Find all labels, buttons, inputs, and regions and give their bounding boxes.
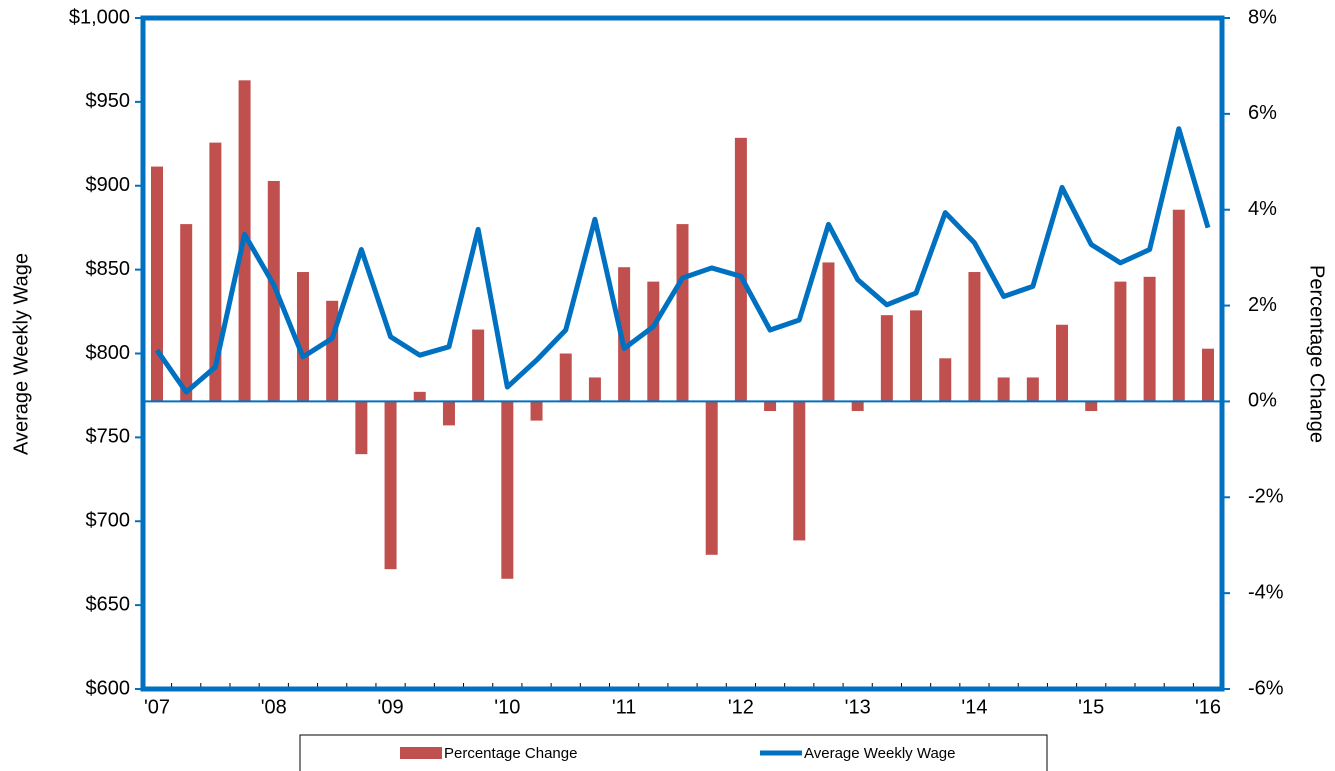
bar: [822, 262, 835, 402]
line: [154, 126, 1211, 395]
x-tick-label: '12: [728, 696, 754, 718]
bar: [1085, 401, 1098, 412]
bar: [296, 272, 309, 402]
bar: [1202, 348, 1214, 402]
bar: [734, 137, 747, 402]
bar: [472, 329, 485, 402]
bar: [705, 401, 718, 555]
y-axis-title: Average Weekly Wage: [10, 253, 32, 455]
bar: [676, 224, 689, 402]
y2-axis-title: Percentage Change: [1306, 265, 1328, 443]
x-tick-label: '09: [378, 696, 404, 718]
x-tick-label: '07: [144, 696, 170, 718]
bar: [997, 377, 1010, 402]
y2-tick-label: -6%: [1248, 677, 1284, 699]
x-tick-label: '14: [961, 696, 987, 718]
bar: [910, 310, 923, 402]
y2-tick-label: 4%: [1248, 198, 1277, 220]
bar: [326, 300, 339, 402]
bar: [939, 358, 952, 402]
bar: [501, 401, 514, 579]
y-tick-label: $750: [86, 426, 131, 448]
bar: [618, 267, 631, 402]
bar: [442, 401, 455, 426]
y2-tick-label: -4%: [1248, 581, 1284, 603]
y-tick-label: $600: [86, 677, 131, 699]
y2-tick-label: 0%: [1248, 390, 1277, 412]
bar: [968, 272, 981, 402]
bar: [1026, 377, 1039, 402]
y2-tick-label: 6%: [1248, 102, 1277, 124]
y-tick-label: $800: [86, 342, 131, 364]
y-tick-label: $700: [86, 510, 131, 532]
bar: [530, 401, 543, 421]
bar: [764, 401, 777, 412]
x-tick-label: '16: [1195, 696, 1221, 718]
bar: [1172, 209, 1185, 402]
y-tick-label: $850: [86, 258, 131, 280]
y-tick-label: $1,000: [69, 6, 130, 28]
bar: [851, 401, 864, 412]
bar: [793, 401, 806, 541]
bar: [559, 353, 572, 402]
bar: [151, 166, 163, 402]
bar: [209, 142, 222, 402]
bar: [384, 401, 397, 570]
x-tick-label: '13: [845, 696, 871, 718]
legend-swatch: [400, 747, 442, 759]
bar: [880, 315, 893, 402]
bar: [588, 377, 601, 402]
x-tick-label: '11: [612, 696, 637, 718]
legend-label: Percentage Change: [444, 745, 577, 762]
plot-frame: [140, 15, 1225, 692]
y-tick-label: $650: [86, 593, 131, 615]
y-tick-label: $900: [86, 174, 131, 196]
x-tick-label: '15: [1078, 696, 1104, 718]
x-tick-label: '10: [494, 696, 520, 718]
y2-tick-label: 8%: [1248, 6, 1277, 28]
y-tick-label: $950: [86, 90, 131, 112]
y2-tick-label: 2%: [1248, 294, 1277, 316]
bar: [647, 281, 660, 402]
bar: [1056, 324, 1069, 402]
bar: [1143, 276, 1156, 402]
bar: [413, 391, 426, 402]
x-tick-label: '08: [261, 696, 287, 718]
y2-tick-label: -2%: [1248, 486, 1284, 508]
bar: [1114, 281, 1127, 402]
bar: [355, 401, 368, 455]
legend-label: Average Weekly Wage: [804, 745, 955, 762]
bar: [180, 224, 193, 402]
